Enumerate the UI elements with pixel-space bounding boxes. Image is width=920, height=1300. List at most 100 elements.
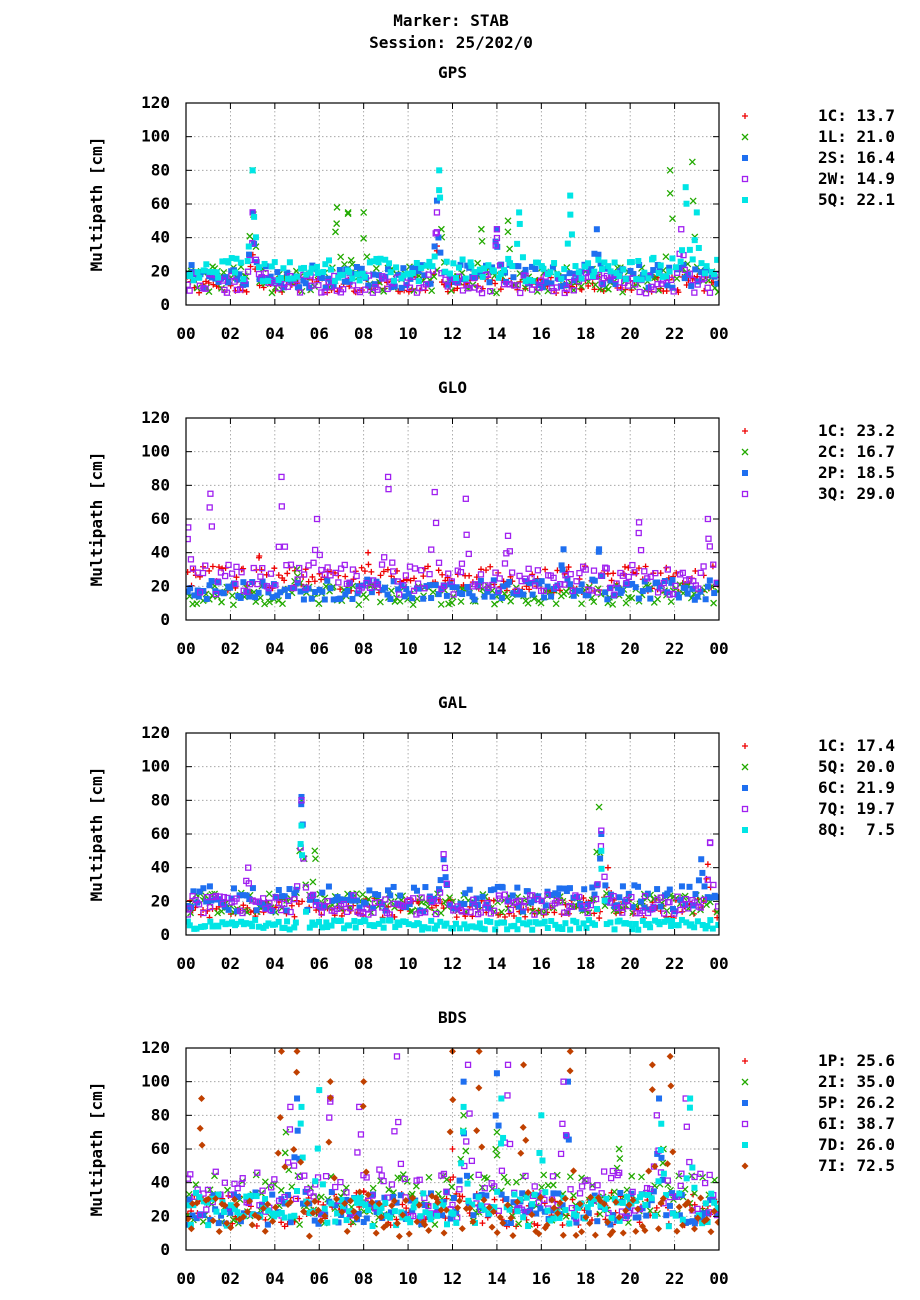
- data-point: [440, 1198, 447, 1205]
- data-point: [584, 1204, 591, 1211]
- data-point: [203, 1206, 210, 1213]
- data-point: [460, 1103, 467, 1110]
- data-point: [308, 595, 315, 602]
- data-point: [534, 895, 542, 903]
- data-point: [504, 1178, 512, 1186]
- data-point: [632, 584, 639, 591]
- data-point: [509, 1232, 517, 1240]
- data-point: [535, 907, 542, 914]
- data-point: [223, 1219, 231, 1227]
- data-point: [313, 263, 320, 270]
- data-point: [517, 1196, 524, 1203]
- data-point: [336, 266, 343, 273]
- data-point: [386, 260, 393, 267]
- data-point: [390, 883, 397, 890]
- data-point: [698, 269, 705, 276]
- data-point: [449, 1146, 456, 1152]
- data-point: [470, 1212, 477, 1219]
- data-point: [380, 1177, 387, 1185]
- data-point: [375, 920, 382, 927]
- data-point: [245, 243, 252, 250]
- data-point: [495, 1207, 502, 1215]
- data-point: [350, 576, 357, 583]
- x-tick-label: 16: [532, 954, 551, 973]
- data-point: [456, 1186, 463, 1193]
- data-point: [679, 1216, 686, 1223]
- data-point: [335, 1219, 342, 1226]
- data-point: [742, 1100, 748, 1106]
- data-point: [473, 1127, 481, 1135]
- data-point: [284, 1159, 292, 1166]
- data-point: [629, 1196, 637, 1204]
- data-point: [679, 569, 686, 577]
- data-point: [300, 1208, 308, 1216]
- data-point: [683, 1123, 690, 1130]
- data-point: [688, 158, 696, 166]
- data-point: [566, 1067, 574, 1075]
- data-point: [683, 919, 690, 926]
- data-point: [711, 590, 718, 597]
- data-point: [705, 583, 712, 590]
- data-point: [676, 1190, 683, 1197]
- data-point: [562, 1132, 570, 1139]
- data-point: [305, 1232, 313, 1240]
- data-point: [384, 279, 391, 286]
- data-point: [365, 1206, 372, 1213]
- data-point: [514, 1208, 521, 1215]
- data-point: [614, 584, 621, 591]
- data-point: [664, 1160, 672, 1168]
- data-point: [540, 908, 547, 915]
- data-point: [613, 580, 620, 587]
- data-point: [548, 918, 555, 925]
- legend-entry-7d: 7D: 26.0: [742, 1135, 895, 1154]
- data-point: [474, 583, 482, 590]
- data-point: [584, 909, 591, 917]
- data-point: [326, 257, 333, 264]
- data-point: [240, 276, 247, 283]
- data-point: [271, 1176, 278, 1183]
- data-point: [643, 1212, 650, 1219]
- x-tick-label: 00: [709, 954, 728, 973]
- data-point: [565, 278, 573, 286]
- x-tick-label: 20: [621, 1269, 640, 1288]
- data-point: [567, 1186, 574, 1193]
- data-point: [538, 578, 545, 585]
- y-axis-label: Multipath [cm]: [87, 767, 106, 902]
- data-point: [254, 580, 261, 588]
- data-point: [544, 924, 551, 931]
- y-tick-label: 20: [151, 891, 170, 910]
- data-point: [370, 577, 377, 584]
- data-point: [444, 283, 451, 290]
- data-point: [332, 1183, 339, 1191]
- data-point: [252, 916, 259, 923]
- data-point: [209, 1217, 217, 1225]
- data-point: [358, 564, 365, 571]
- data-point: [550, 574, 557, 582]
- data-point: [654, 281, 661, 288]
- data-point: [267, 907, 274, 914]
- data-point: [275, 1197, 283, 1204]
- data-point: [701, 1179, 709, 1187]
- data-point: [267, 273, 274, 280]
- data-point: [638, 276, 645, 283]
- data-point: [341, 1200, 349, 1208]
- x-tick-label: 08: [354, 324, 373, 343]
- data-point: [428, 917, 435, 924]
- data-point: [622, 276, 629, 283]
- data-point: [698, 260, 705, 267]
- data-point: [493, 234, 501, 242]
- data-point: [476, 266, 483, 273]
- data-point: [202, 892, 209, 900]
- data-point: [238, 569, 245, 576]
- data-point: [630, 271, 637, 278]
- legend-label: 7D: 26.0: [818, 1135, 895, 1154]
- data-point: [316, 551, 323, 559]
- data-point: [332, 1202, 339, 1209]
- data-point: [350, 892, 357, 899]
- data-point: [454, 285, 461, 292]
- data-point: [296, 1155, 303, 1162]
- data-point: [585, 260, 592, 267]
- data-point: [679, 247, 686, 254]
- data-point: [534, 259, 541, 266]
- data-point: [700, 563, 707, 570]
